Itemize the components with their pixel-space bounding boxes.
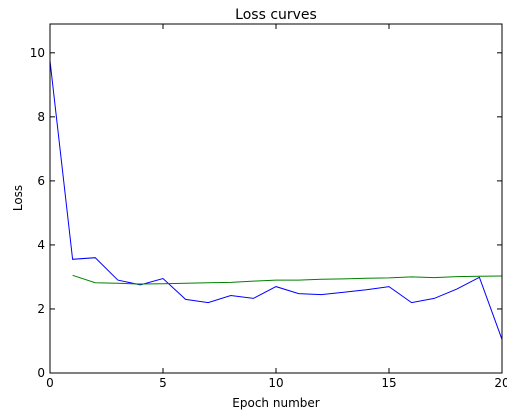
series-line-1 [49, 60, 503, 340]
x-tick-label: 20 [494, 376, 507, 390]
y-tick-label: 6 [37, 174, 45, 188]
chart-title: Loss curves [235, 7, 317, 23]
y-tick-label: 0 [37, 366, 45, 380]
x-axis-label: Epoch number [232, 396, 319, 410]
x-tick-label: 5 [159, 376, 167, 390]
x-tick-label: 0 [46, 376, 54, 390]
x-tick-label: 15 [381, 376, 396, 390]
y-tick-label: 4 [37, 238, 45, 252]
plot-frame [49, 23, 503, 374]
y-tick-label: 8 [37, 110, 45, 124]
x-tick-label: 10 [268, 376, 283, 390]
y-axis-label: Loss [11, 185, 25, 211]
y-tick-label: 10 [30, 46, 45, 60]
series-line-2 [72, 274, 503, 285]
y-tick-label: 2 [37, 302, 45, 316]
x-axis-ticks: 0 5 10 15 20 [46, 24, 507, 390]
y-axis-ticks: 0 2 4 6 8 10 [30, 46, 502, 380]
plot-layer [49, 60, 503, 340]
